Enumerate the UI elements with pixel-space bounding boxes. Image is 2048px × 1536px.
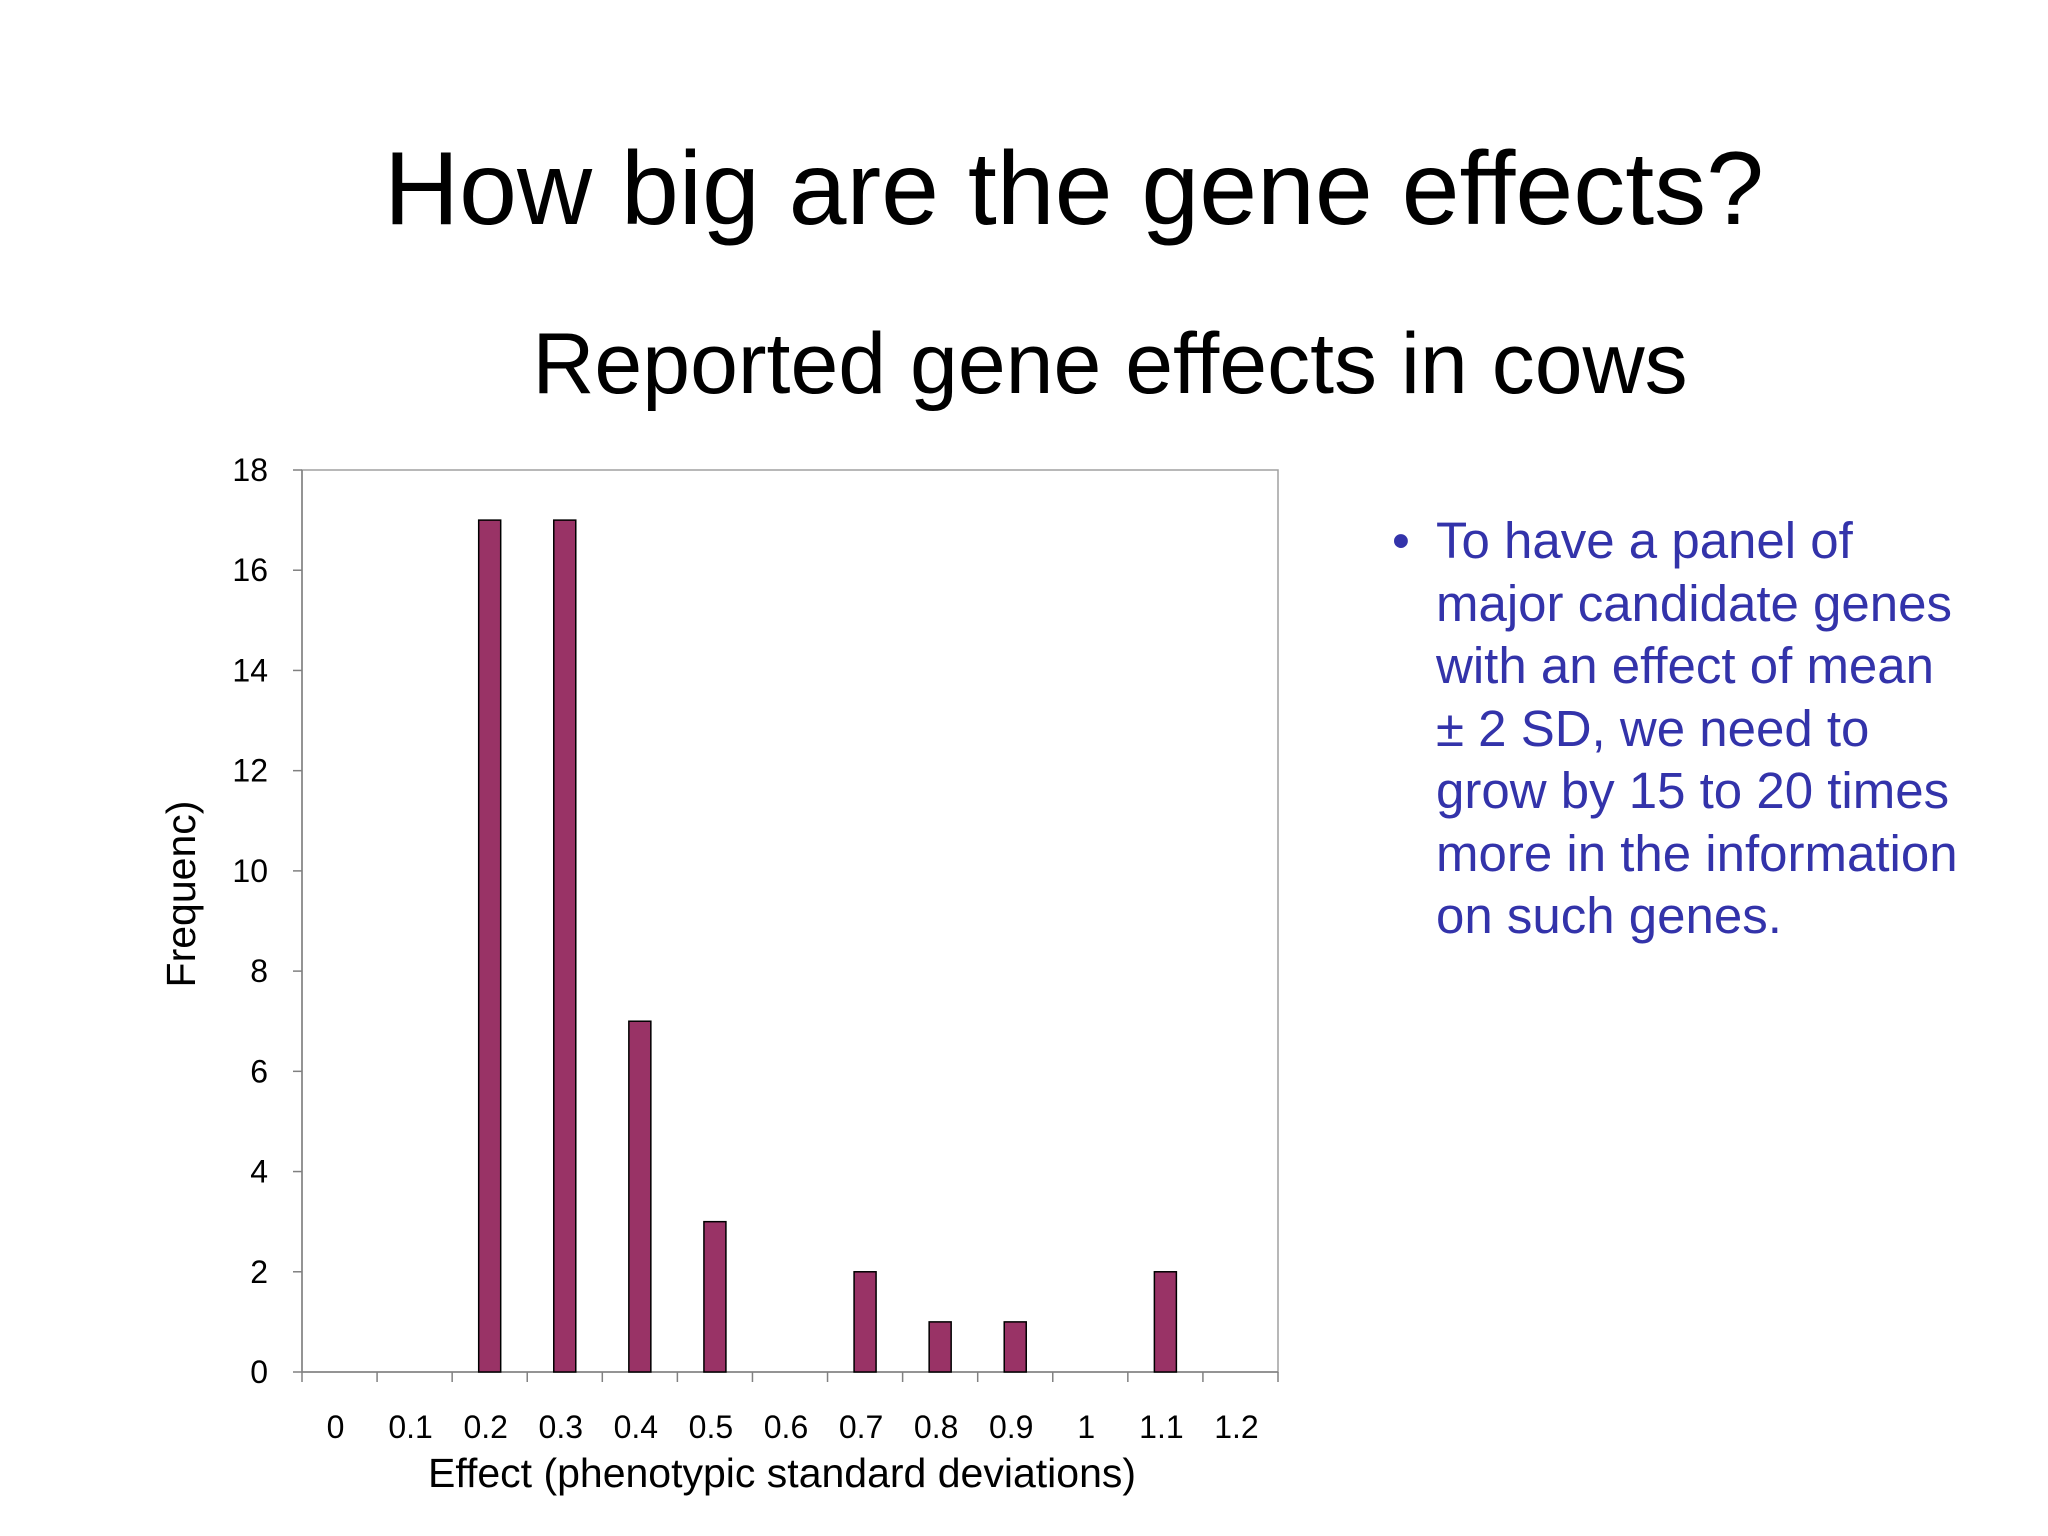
bullet-text: To have a panel of major candidate genes…	[1436, 512, 1958, 944]
bar-series	[477, 519, 1178, 1373]
y-tick-label: 14	[232, 652, 268, 688]
x-tick-label: 0.4	[614, 1409, 658, 1445]
y-tick-label: 0	[250, 1354, 268, 1390]
x-tick-label: 0.2	[463, 1409, 507, 1445]
x-tick-label: 0.3	[539, 1409, 583, 1445]
x-tick-label: 0.7	[839, 1409, 883, 1445]
x-tick-label: 0.5	[689, 1409, 733, 1445]
bullet-marker: •	[1392, 512, 1410, 569]
x-axis: 0 0.1 0.2 0.3 0.4 0.5 0.6 0.7 0.8 0.9 1 1.1 1.2	[301, 1371, 1279, 1445]
x-tick-label: 1	[1077, 1409, 1095, 1445]
x-tick-label: 0.6	[764, 1409, 808, 1445]
plot-area-frame	[301, 469, 1279, 1373]
y-axis: 0 2 4 6 8 10 12 14 16 18	[232, 452, 303, 1390]
bar-1.1	[1153, 1271, 1178, 1373]
x-axis-label: Effect (phenotypic standard deviations)	[428, 1450, 1136, 1496]
x-tick-label: 0.9	[989, 1409, 1033, 1445]
slide-title: How big are the gene effects?	[384, 131, 1764, 247]
bar-0.2	[477, 519, 502, 1373]
y-axis-label: Frequenc)	[158, 801, 204, 988]
chart-title: Reported gene effects in cows	[532, 316, 1687, 412]
bar-0.9	[1003, 1321, 1027, 1373]
x-tick-label: 0.8	[914, 1409, 958, 1445]
bar-0.3	[553, 519, 577, 1373]
y-tick-label: 12	[232, 753, 268, 789]
x-tick-label: 0	[327, 1409, 345, 1445]
x-tick-label: 0.1	[388, 1409, 432, 1445]
bar-0.8	[928, 1321, 952, 1373]
y-tick-label: 2	[250, 1254, 268, 1290]
bar-0.5	[703, 1220, 727, 1373]
bar-0.4	[628, 1020, 652, 1373]
y-tick-label: 16	[232, 552, 268, 588]
x-tick-label: 1.1	[1139, 1409, 1183, 1445]
bar-0.7	[853, 1271, 877, 1373]
y-tick-label: 8	[250, 953, 268, 989]
y-tick-label: 18	[232, 452, 268, 488]
y-tick-label: 10	[232, 853, 268, 889]
y-tick-label: 6	[250, 1053, 268, 1089]
x-tick-label: 1.2	[1214, 1409, 1258, 1445]
y-tick-label: 4	[250, 1154, 268, 1190]
